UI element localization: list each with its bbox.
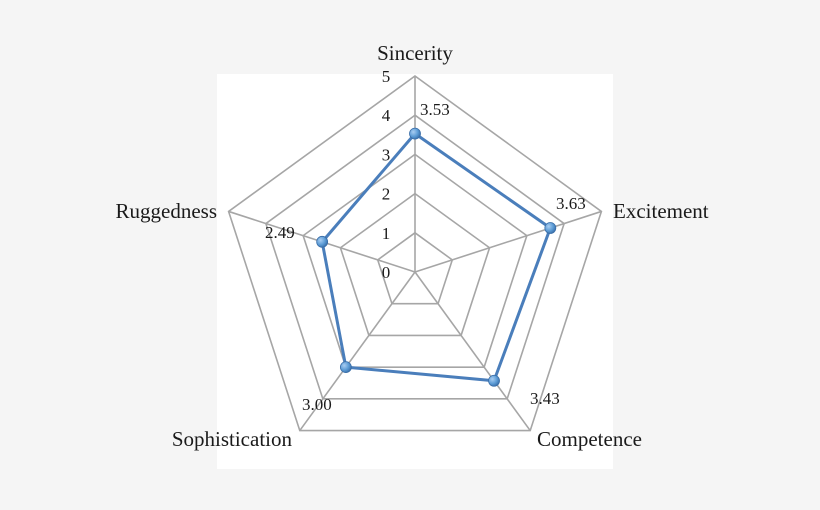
value-label-sincerity: 3.53 bbox=[420, 100, 450, 119]
grid-ring-1 bbox=[376, 231, 454, 305]
value-label-competence: 3.43 bbox=[530, 389, 560, 408]
category-label-competence: Competence bbox=[537, 427, 642, 451]
value-labels: 3.53 3.63 3.43 3.00 2.49 bbox=[265, 100, 586, 414]
tick-label-3: 3 bbox=[382, 145, 391, 164]
category-label-sincerity: Sincerity bbox=[377, 41, 453, 65]
category-label-sophistication: Sophistication bbox=[172, 427, 293, 451]
grid-ring-3 bbox=[302, 153, 528, 368]
radial-tick-labels: 0 1 2 3 4 5 bbox=[382, 67, 391, 282]
data-point-sophistication[interactable] bbox=[339, 361, 352, 374]
value-label-ruggedness: 2.49 bbox=[265, 223, 295, 242]
tick-label-2: 2 bbox=[382, 185, 391, 204]
category-label-excitement: Excitement bbox=[613, 199, 709, 223]
grid-ring-4 bbox=[264, 114, 566, 400]
tick-label-5: 5 bbox=[382, 67, 391, 86]
data-point-excitement[interactable] bbox=[544, 222, 557, 234]
data-point-competence[interactable] bbox=[488, 374, 500, 387]
value-label-excitement: 3.63 bbox=[556, 194, 586, 213]
grid-ring-5 bbox=[227, 75, 603, 432]
value-label-sophistication: 3.00 bbox=[302, 395, 332, 414]
series-line bbox=[320, 132, 552, 383]
data-point-sincerity[interactable] bbox=[409, 127, 421, 140]
spoke-competence bbox=[414, 271, 531, 432]
category-label-ruggedness: Ruggedness bbox=[116, 199, 218, 223]
spoke-excitement bbox=[414, 210, 602, 273]
data-point-ruggedness[interactable] bbox=[316, 235, 329, 248]
grid-ring-2 bbox=[339, 192, 491, 337]
radar-series bbox=[316, 127, 557, 387]
spoke-sophistication bbox=[299, 271, 416, 432]
category-labels: Sincerity Excitement Competence Sophisticat… bbox=[116, 41, 709, 451]
tick-label-4: 4 bbox=[382, 106, 391, 125]
tick-label-1: 1 bbox=[382, 224, 391, 243]
tick-label-0: 0 bbox=[382, 263, 391, 282]
